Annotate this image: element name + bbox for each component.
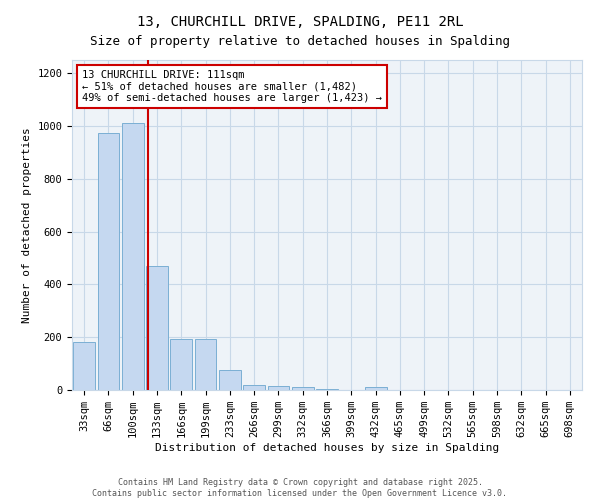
Bar	[122, 124, 143, 390]
Bar	[243, 384, 265, 390]
Bar	[365, 388, 386, 390]
Bar	[292, 388, 314, 390]
Text: 13, CHURCHILL DRIVE, SPALDING, PE11 2RL: 13, CHURCHILL DRIVE, SPALDING, PE11 2RL	[137, 15, 463, 29]
Bar	[146, 266, 168, 390]
Text: Contains HM Land Registry data © Crown copyright and database right 2025.
Contai: Contains HM Land Registry data © Crown c…	[92, 478, 508, 498]
Bar	[97, 132, 119, 390]
Bar	[219, 370, 241, 390]
Bar	[316, 388, 338, 390]
Text: 13 CHURCHILL DRIVE: 111sqm
← 51% of detached houses are smaller (1,482)
49% of s: 13 CHURCHILL DRIVE: 111sqm ← 51% of deta…	[82, 70, 382, 103]
Bar	[73, 342, 95, 390]
Bar	[194, 338, 217, 390]
Text: Size of property relative to detached houses in Spalding: Size of property relative to detached ho…	[90, 35, 510, 48]
Y-axis label: Number of detached properties: Number of detached properties	[22, 127, 32, 323]
X-axis label: Distribution of detached houses by size in Spalding: Distribution of detached houses by size …	[155, 443, 499, 453]
Bar	[170, 338, 192, 390]
Bar	[268, 386, 289, 390]
